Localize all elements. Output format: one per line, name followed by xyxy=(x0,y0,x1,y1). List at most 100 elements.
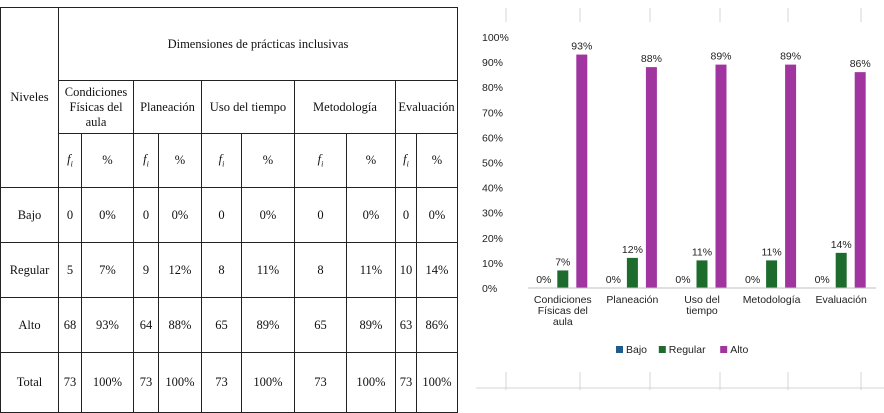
bar xyxy=(766,260,778,288)
table-cell: 0% xyxy=(346,187,396,243)
table-cell: 0 xyxy=(58,187,82,243)
data-label: 14% xyxy=(831,239,852,251)
y-tick-label: 30% xyxy=(482,208,503,220)
table-cell: 73 xyxy=(201,352,242,413)
fi-header: fi xyxy=(294,133,347,188)
category-label: Planeación xyxy=(606,294,658,306)
table-cell: 73 xyxy=(395,352,417,413)
y-tick-label: 80% xyxy=(482,82,503,94)
pct-header: % xyxy=(416,133,458,188)
category-label: tiempo xyxy=(686,305,718,317)
table-cell: 0% xyxy=(158,187,202,243)
category-label: Metodología xyxy=(743,294,801,306)
table-cell: 14% xyxy=(416,242,458,298)
table-cell: 100% xyxy=(158,352,202,413)
table-cell: 9 xyxy=(133,242,159,298)
dim-header-0: Condiciones Físicas del aula xyxy=(58,80,134,134)
data-label: 88% xyxy=(641,53,662,65)
pct-header: % xyxy=(346,133,396,188)
table-row: Bajo 0 0% 0 0% 0 0% 0 0% 0 0% xyxy=(0,187,458,243)
table-cell: 73 xyxy=(294,352,347,413)
category-label: Físicas del xyxy=(538,305,588,317)
legend-swatch xyxy=(616,346,623,353)
data-label: 0% xyxy=(745,274,760,286)
table-cell: 5 xyxy=(58,242,82,298)
table-cell: 89% xyxy=(346,297,396,353)
y-tick-label: 50% xyxy=(482,158,503,170)
table-cell: 0 xyxy=(201,187,242,243)
y-tick-label: 10% xyxy=(482,258,503,270)
y-tick-label: 100% xyxy=(482,32,509,44)
legend-label: Regular xyxy=(669,344,706,356)
dim-header-1: Planeación xyxy=(133,80,202,134)
table-cell: 65 xyxy=(201,297,242,353)
table-cell: 0% xyxy=(241,187,295,243)
bar xyxy=(626,257,638,288)
y-tick-label: 60% xyxy=(482,132,503,144)
category-label: Evaluación xyxy=(816,294,868,306)
table-cell: 89% xyxy=(241,297,295,353)
bar xyxy=(715,64,727,288)
subheader-row: fi % fi % fi % fi % fi % xyxy=(1,133,458,188)
category-label: Uso del xyxy=(684,294,720,306)
table-cell: 11% xyxy=(346,242,396,298)
table-cell: 12% xyxy=(158,242,202,298)
table-cell: 7% xyxy=(81,242,134,298)
row-header-niveles: Niveles xyxy=(0,7,59,188)
table-row: Regular 5 7% 9 12% 8 11% 8 11% 10 14% xyxy=(0,242,458,298)
table-cell: 100% xyxy=(81,352,134,413)
dim-header-4: Evaluación xyxy=(395,80,458,134)
fi-header: fi xyxy=(133,133,159,188)
data-label: 0% xyxy=(606,274,621,286)
table-cell: 73 xyxy=(133,352,159,413)
table-cell: 0% xyxy=(416,187,458,243)
category-label: aula xyxy=(553,316,573,328)
fi-header: fi xyxy=(395,133,417,188)
table-cell: 64 xyxy=(133,297,159,353)
data-label: 0% xyxy=(815,274,830,286)
table-cell: 100% xyxy=(416,352,458,413)
legend-label: Bajo xyxy=(626,344,647,356)
data-label: 12% xyxy=(622,244,643,256)
bar-chart: 0% 10% 20% 30% 40% 50% 60% 70% 80% 90% 100% 0% 7% 93%… xyxy=(476,8,884,390)
table-cell: 88% xyxy=(158,297,202,353)
bar xyxy=(557,270,569,288)
pct-header: % xyxy=(81,133,134,188)
bar-chart-panel: 0% 10% 20% 30% 40% 50% 60% 70% 80% 90% 100% 0% 7% 93%… xyxy=(476,0,884,390)
legend-swatch xyxy=(658,346,666,353)
data-label: 86% xyxy=(850,58,871,70)
legend-label: Alto xyxy=(730,344,748,356)
data-label: 0% xyxy=(675,274,690,286)
row-level: Regular xyxy=(0,242,59,298)
dim-header-2: Uso del tiempo xyxy=(201,80,295,134)
row-level: Bajo xyxy=(0,187,59,243)
table-cell: 100% xyxy=(241,352,295,413)
row-level: Total xyxy=(0,352,59,413)
fi-header: fi xyxy=(58,133,82,188)
table-cell: 8 xyxy=(201,242,242,298)
y-tick-label: 40% xyxy=(482,183,503,195)
data-label: 0% xyxy=(536,274,551,286)
data-label: 11% xyxy=(761,246,781,258)
fi-header: fi xyxy=(201,133,242,188)
pct-header: % xyxy=(158,133,202,188)
table-cell: 0 xyxy=(395,187,417,243)
table-cell: 8 xyxy=(294,242,347,298)
table-row: Total 73 100% 73 100% 73 100% 73 100% 73… xyxy=(0,352,458,413)
bar xyxy=(854,72,866,288)
table-cell: 10 xyxy=(395,242,417,298)
y-tick-label: 70% xyxy=(482,107,503,119)
table-cell: 63 xyxy=(395,297,417,353)
bar xyxy=(835,252,847,288)
table-cell: 68 xyxy=(58,297,82,353)
y-tick-label: 90% xyxy=(482,57,503,69)
dim-header-3: Metodología xyxy=(294,80,396,134)
data-label: 89% xyxy=(780,51,801,63)
table-cell: 93% xyxy=(81,297,134,353)
category-label: Condiciones xyxy=(534,294,592,306)
y-tick-label: 20% xyxy=(482,233,503,245)
table-cell: 0 xyxy=(133,187,159,243)
pct-header: % xyxy=(241,133,295,188)
data-label: 11% xyxy=(692,246,712,258)
table-cell: 73 xyxy=(58,352,82,413)
